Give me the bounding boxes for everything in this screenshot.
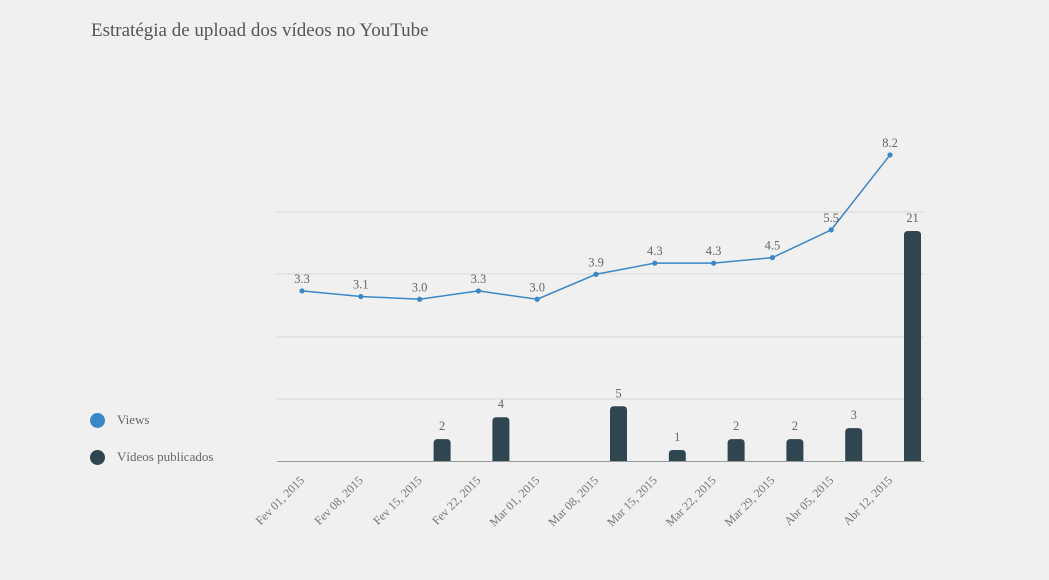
- line-views: [301, 154, 891, 301]
- x-tick-label: Mar 22, 2015: [663, 473, 719, 529]
- bar-data-label: 2: [439, 419, 445, 433]
- x-tick-label: Mar 15, 2015: [604, 473, 660, 529]
- point-data-label: 4.5: [765, 239, 781, 253]
- point-data-label: 3.0: [529, 280, 545, 294]
- point-views[interactable]: [417, 296, 423, 302]
- bar-videos-publicados[interactable]: [727, 439, 745, 461]
- bar-data-label: 5: [615, 386, 621, 400]
- x-tick-label: Fev 01, 2015: [253, 473, 307, 527]
- point-data-label: 4.3: [647, 244, 663, 258]
- point-data-label: 3.1: [353, 277, 369, 291]
- point-views[interactable]: [887, 152, 893, 158]
- point-views[interactable]: [299, 288, 305, 294]
- x-tick-label: Abr 12, 2015: [840, 473, 895, 528]
- legend-item-views[interactable]: Views: [90, 410, 213, 430]
- x-tick-label: Mar 08, 2015: [545, 473, 601, 529]
- x-tick-label: Abr 05, 2015: [781, 473, 836, 528]
- point-data-label: 3.3: [471, 272, 487, 286]
- legend-label-views: Views: [117, 412, 150, 427]
- bar-data-label: 2: [792, 419, 798, 433]
- bar-videos-publicados[interactable]: [433, 439, 451, 461]
- legend-label-videos: Vídeos publicados: [117, 449, 214, 464]
- point-views[interactable]: [652, 260, 658, 266]
- point-data-label: 5.5: [823, 211, 839, 225]
- point-views[interactable]: [593, 271, 599, 277]
- bar-videos-publicados[interactable]: [904, 231, 921, 461]
- point-views[interactable]: [358, 293, 364, 300]
- x-tick-label: Fev 08, 2015: [311, 473, 365, 527]
- bar-videos-publicados[interactable]: [845, 428, 863, 461]
- bar-videos-publicados[interactable]: [786, 439, 804, 461]
- grid-lines: [277, 211, 924, 400]
- point-views[interactable]: [711, 260, 717, 266]
- x-tick-label: Fev 15, 2015: [370, 473, 424, 527]
- x-axis: Fev 01, 2015 Fev 08, 2015 Fev 15, 2015 Fev …: [253, 461, 924, 529]
- legend-swatch-videos: [90, 449, 105, 465]
- bar-videos-publicados[interactable]: [492, 417, 510, 461]
- data-labels: 2 4 5 1 2 2 3 21 3.3 3.1 3.0 3.3 3.0 3.9 4.3 4.3 4.5 5.5 8…: [294, 136, 919, 444]
- point-data-label: 4.3: [706, 244, 722, 258]
- point-data-label: 3.9: [588, 255, 604, 269]
- x-tick-label: Mar 01, 2015: [486, 473, 542, 529]
- legend-item-videos[interactable]: Vídeos publicados: [90, 447, 213, 467]
- point-data-label: 3.3: [294, 272, 310, 286]
- bar-data-label: 3: [851, 408, 857, 422]
- bar-data-label: 21: [906, 211, 919, 225]
- bar-data-label: 1: [674, 430, 680, 444]
- bar-data-label: 4: [498, 397, 505, 411]
- point-views[interactable]: [475, 288, 481, 294]
- bar-series: [433, 231, 921, 461]
- legend: Views Vídeos publicados: [90, 410, 213, 484]
- x-tick-label: Fev 22, 2015: [429, 473, 483, 527]
- bar-data-label: 2: [733, 419, 739, 433]
- point-views[interactable]: [828, 227, 834, 233]
- point-views[interactable]: [534, 296, 540, 302]
- legend-swatch-views: [90, 412, 105, 428]
- bar-videos-publicados[interactable]: [610, 406, 627, 461]
- point-data-label: 8.2: [882, 136, 898, 150]
- point-data-label: 3.0: [412, 280, 428, 294]
- chart-title: Estratégia de upload dos vídeos no YouTu…: [91, 20, 429, 41]
- x-tick-label: Mar 29, 2015: [722, 473, 778, 529]
- line-series: [299, 152, 893, 302]
- point-views[interactable]: [769, 255, 776, 261]
- bar-videos-publicados[interactable]: [668, 450, 686, 461]
